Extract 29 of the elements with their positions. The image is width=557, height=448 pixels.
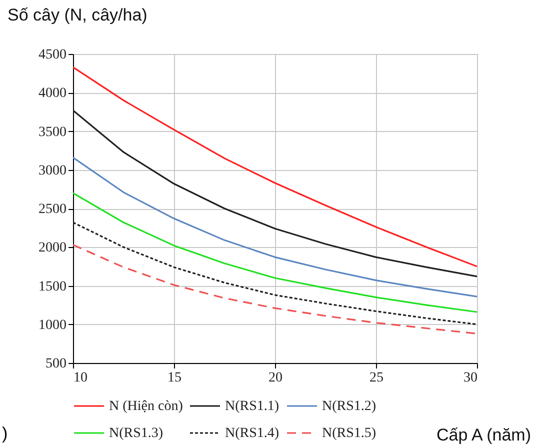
y-tick-label: 4500 (38, 48, 66, 62)
y-tick-label: 2000 (38, 240, 66, 256)
line-series (73, 110, 477, 278)
legend-label: N(RS1.5) (322, 426, 376, 441)
legend-label: N(RS1.4) (225, 426, 280, 441)
line-series (73, 66, 477, 268)
x-tick-label: 10 (74, 370, 88, 386)
line-series (73, 222, 477, 326)
legend-label: N(RS1.1) (225, 399, 280, 414)
legend-label: N(RS1.2) (322, 399, 376, 414)
x-tick-label: 20 (268, 370, 282, 386)
text: ) (2, 424, 8, 444)
x-tick-label: 30 (464, 370, 478, 386)
y-tick-label: 500 (46, 356, 66, 372)
y-tick-label: 3500 (38, 124, 66, 140)
line-series (73, 192, 477, 313)
y-tick-label: 1000 (38, 318, 66, 333)
y-tick-label: 2500 (38, 202, 66, 217)
x-axis-title: Cấp A (năm) (436, 426, 531, 444)
x-tick-label: 25 (370, 370, 384, 386)
x-tick-label: 15 (168, 370, 182, 386)
line-series (73, 244, 477, 334)
line-series (73, 156, 477, 298)
y-tick-label: 1500 (38, 279, 66, 294)
legend-label: N(RS1.3) (109, 426, 164, 441)
legend-label: N (Hiện còn) (109, 399, 184, 414)
y-tick-label: 4000 (38, 86, 66, 102)
y-axis-title: Số cây (N, cây/ha) (8, 6, 148, 24)
y-tick-label: 3000 (38, 163, 66, 178)
